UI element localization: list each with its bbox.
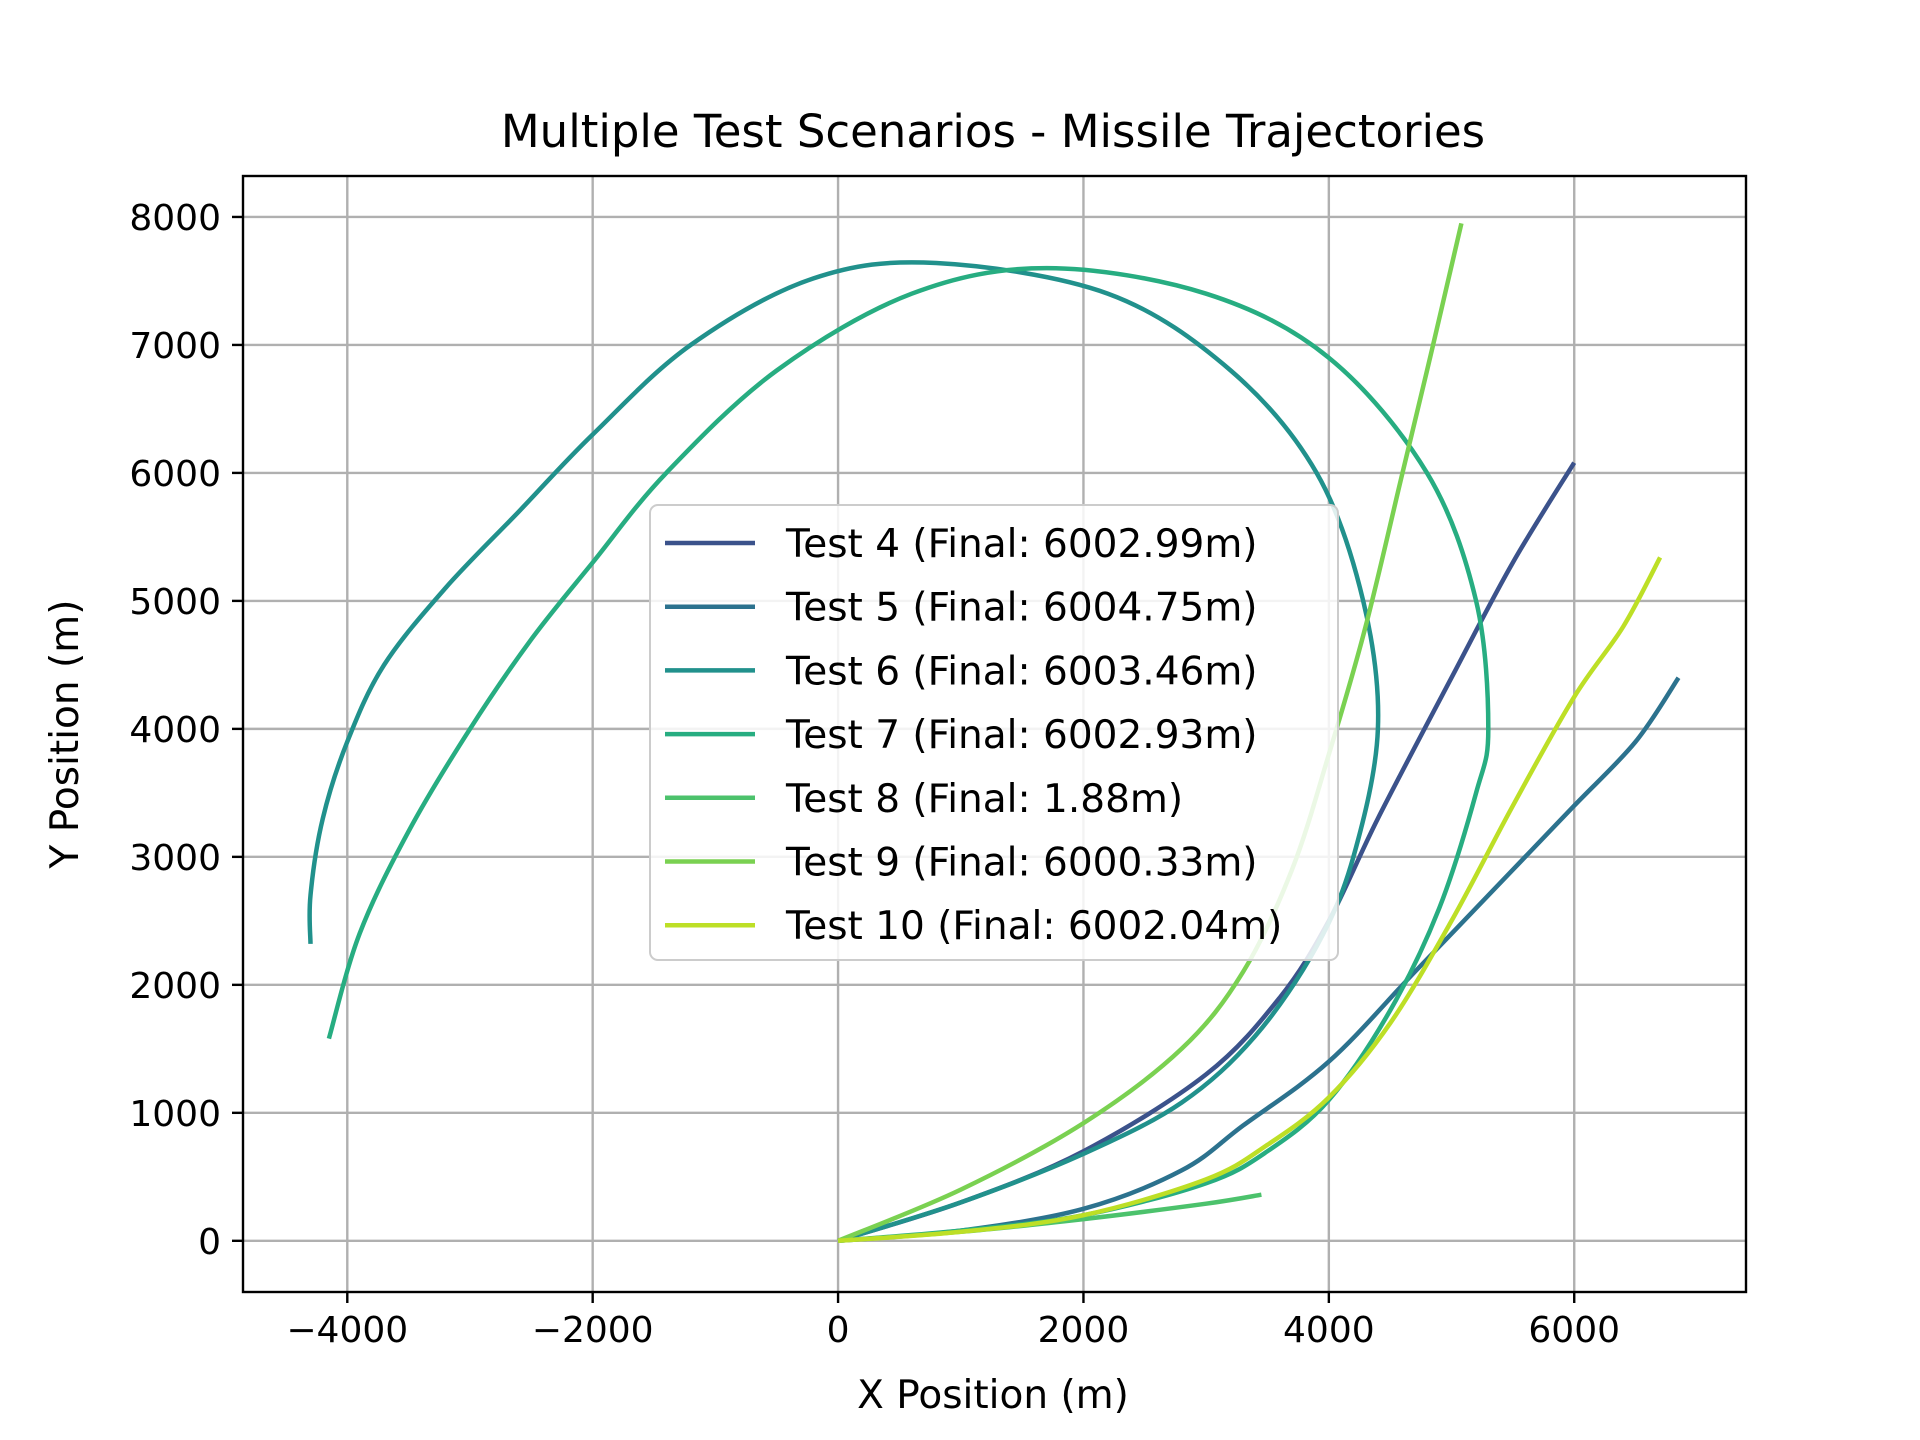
legend-label: Test 8 (Final: 1.88m) [785,777,1183,822]
x-tick-label: 4000 [1283,1310,1375,1351]
y-tick-label: 7000 [129,326,221,367]
legend-label: Test 9 (Final: 6000.33m) [785,841,1258,886]
y-axis-label: Y Position (m) [43,600,88,870]
x-tick-label: 0 [827,1310,850,1351]
x-tick-label: −4000 [286,1310,408,1351]
y-axis-ticks: 0 1000 2000 3000 4000 5000 6000 7000 8000 [129,198,243,1263]
series-line-test-10 [837,556,1663,1244]
series-group [307,222,1681,1244]
y-tick-label: 8000 [129,198,221,239]
series-line-test-5 [837,676,1681,1244]
legend-box [649,504,1339,961]
y-tick-label: 2000 [129,966,221,1007]
y-tick-label: 4000 [129,710,221,751]
legend-label: Test 6 (Final: 6003.46m) [785,649,1258,694]
x-tick-label: 2000 [1038,1310,1130,1351]
legend-label: Test 5 (Final: 6004.75m) [785,586,1258,631]
legend-label: Test 10 (Final: 6002.04m) [785,904,1282,949]
y-tick-label: 0 [198,1222,221,1263]
x-tick-label: 6000 [1528,1310,1620,1351]
y-tick-label: 3000 [129,838,221,879]
series-line-test-7 [326,265,1491,1244]
x-axis-ticks: −4000 −2000 0 2000 4000 6000 [286,1292,1620,1351]
x-tick-label: −2000 [532,1310,654,1351]
legend-label: Test 7 (Final: 6002.93m) [785,713,1258,758]
plot-frame [241,174,1748,1294]
x-axis-label: X Position (m) [857,1373,1129,1418]
y-tick-label: 6000 [129,454,221,495]
chart-title: Multiple Test Scenarios - Missile Trajec… [501,105,1485,158]
y-tick-label: 1000 [129,1094,221,1135]
y-tick-label: 5000 [129,582,221,623]
legend-label: Test 4 (Final: 6002.99m) [785,522,1258,567]
series-line-test-6 [307,260,1381,1243]
legend: Test 4 (Final: 6002.99m) Test 5 (Final: 6… [649,504,1339,961]
